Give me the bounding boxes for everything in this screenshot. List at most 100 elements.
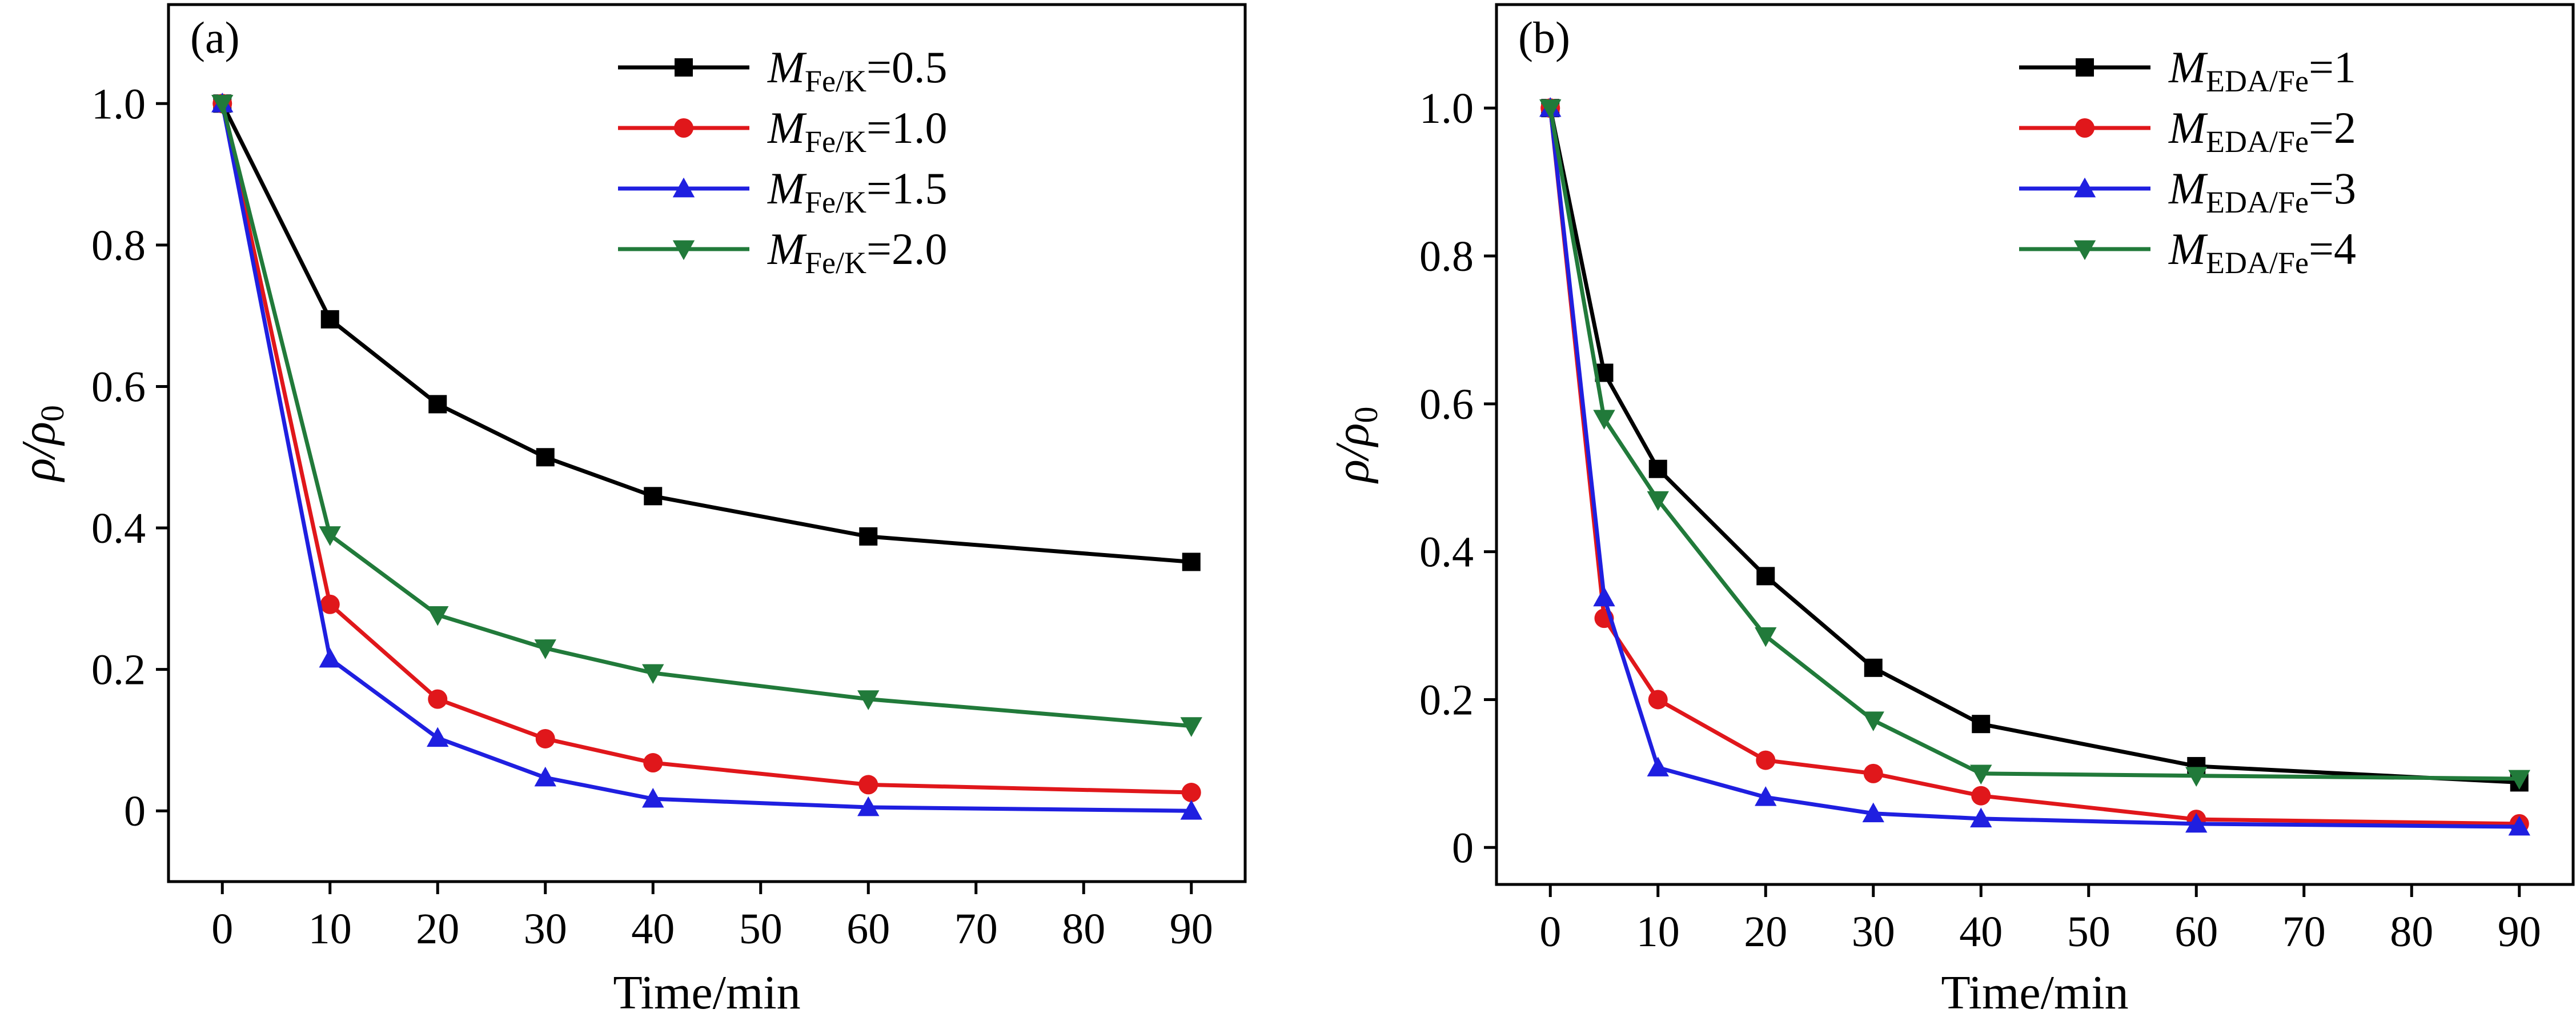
legend-var: M (767, 42, 807, 92)
legend-sub: EDA/Fe (2206, 246, 2309, 280)
y-tick-label: 0.4 (1419, 528, 1474, 576)
data-point (211, 94, 234, 115)
data-point (1864, 658, 1883, 677)
series-1 (213, 94, 1201, 571)
legend-item: MEDA/Fe=4 (2019, 224, 2356, 280)
data-point (319, 526, 341, 546)
x-tick-label: 80 (1062, 905, 1105, 953)
panel-label: (b) (1518, 13, 1570, 62)
panel-b: 0 10 20 30 40 50 60 70 80 90 0 0.2 0.4 0.6 0.8 1.0 Time/… (1326, 3, 2575, 1013)
legend-label: MEDA/Fe=1 (2168, 42, 2356, 98)
data-point (1862, 802, 1884, 823)
series-2 (1540, 98, 2529, 834)
legend-label: MFe/K=0.5 (767, 42, 947, 98)
legend-label: MEDA/Fe=3 (2168, 163, 2356, 219)
legend-value: =2.0 (866, 224, 948, 274)
data-point (1181, 783, 1201, 803)
data-point (534, 639, 556, 659)
legend-marker (2075, 118, 2094, 138)
data-point (320, 594, 340, 614)
x-tick-label: 50 (739, 905, 783, 953)
data-point (1180, 717, 1202, 737)
legend-sub: Fe/K (805, 64, 866, 98)
data-point (1863, 763, 1883, 783)
y-tick-label: 1.0 (1419, 85, 1474, 133)
series-1 (1541, 99, 2529, 792)
y-axis-label: ρ/ρ0 (1326, 407, 1385, 485)
y-tick-label: 0.2 (91, 646, 146, 694)
legend-marker (674, 118, 693, 138)
legend-value: =1 (2309, 42, 2356, 92)
data-point (1647, 491, 1669, 511)
series-4 (211, 94, 1202, 737)
legend-var: M (2168, 163, 2208, 213)
y-tick-label: 0.6 (1419, 381, 1474, 429)
legend-value: =0.5 (866, 42, 948, 92)
data-point (857, 796, 880, 816)
y-tick-label: 0.6 (91, 363, 146, 411)
x-tick-label: 0 (1539, 908, 1561, 956)
x-tick-label: 0 (211, 905, 233, 953)
panel-a: 0 10 20 30 40 50 60 70 80 90 0 0.2 0.4 0.6 0.8 1.0 Time/… (12, 3, 1247, 1013)
series-4 (1539, 99, 2530, 790)
data-point (857, 690, 880, 710)
y-axis-label-sub: 0 (34, 405, 71, 422)
legend-item: MFe/K=2.0 (618, 224, 947, 280)
data-point (2508, 815, 2530, 836)
series-line (1548, 107, 2519, 781)
data-point (1970, 764, 1992, 785)
legend-value: =2 (2309, 103, 2356, 153)
data-point (1593, 410, 1615, 430)
legend-var: M (767, 163, 807, 213)
data-point (858, 775, 878, 795)
legend-marker (2073, 240, 2096, 261)
data-point (536, 448, 555, 467)
legend-sub: EDA/Fe (2206, 125, 2309, 159)
y-axis-label: ρ/ρ0 (12, 405, 71, 483)
data-point (2508, 770, 2530, 790)
x-tick-label: 30 (524, 905, 567, 953)
x-tick-label: 40 (631, 905, 675, 953)
y-tick-label: 0.8 (1419, 233, 1474, 281)
legend-label: MFe/K=1.0 (767, 103, 947, 159)
legend-value: =4 (2309, 224, 2356, 274)
data-point (1756, 567, 1775, 586)
y-tick-label: 0.8 (91, 222, 146, 270)
plot-frame (167, 3, 1247, 883)
legend-value: =3 (2309, 163, 2356, 213)
legend-label: MEDA/Fe=2 (2168, 103, 2356, 159)
legend-marker (672, 177, 695, 198)
x-tick-label: 80 (2390, 908, 2433, 956)
data-point (427, 727, 449, 747)
series-line (220, 103, 1191, 813)
legend-sub: Fe/K (805, 246, 866, 280)
data-point (319, 647, 341, 668)
y-tick-label: 0.2 (1419, 676, 1474, 724)
series-line (1548, 107, 2519, 784)
x-tick-label: 60 (846, 905, 890, 953)
data-point (642, 787, 664, 808)
panel-label: (a) (190, 13, 240, 62)
data-point (428, 689, 448, 709)
series-3 (1539, 97, 2530, 836)
legend-item: MEDA/Fe=2 (2019, 103, 2356, 159)
legend-var: M (2168, 224, 2208, 274)
data-point (1180, 800, 1202, 820)
data-point (1862, 711, 1884, 731)
legend-marker (2073, 177, 2096, 198)
plot-frame (1495, 3, 2575, 886)
series-line (1548, 107, 2519, 829)
data-point (1972, 715, 1991, 734)
series-line (220, 102, 1192, 564)
data-point (535, 728, 555, 748)
data-point (1971, 786, 1991, 806)
legend-item: MEDA/Fe=1 (2019, 42, 2356, 98)
data-point (2185, 767, 2208, 787)
legend-value: =1.5 (866, 163, 948, 213)
x-tick-label: 40 (1959, 908, 2003, 956)
y-axis-label-sub: 0 (1347, 407, 1385, 423)
data-point (427, 606, 449, 626)
x-tick-label: 10 (1636, 908, 1680, 956)
